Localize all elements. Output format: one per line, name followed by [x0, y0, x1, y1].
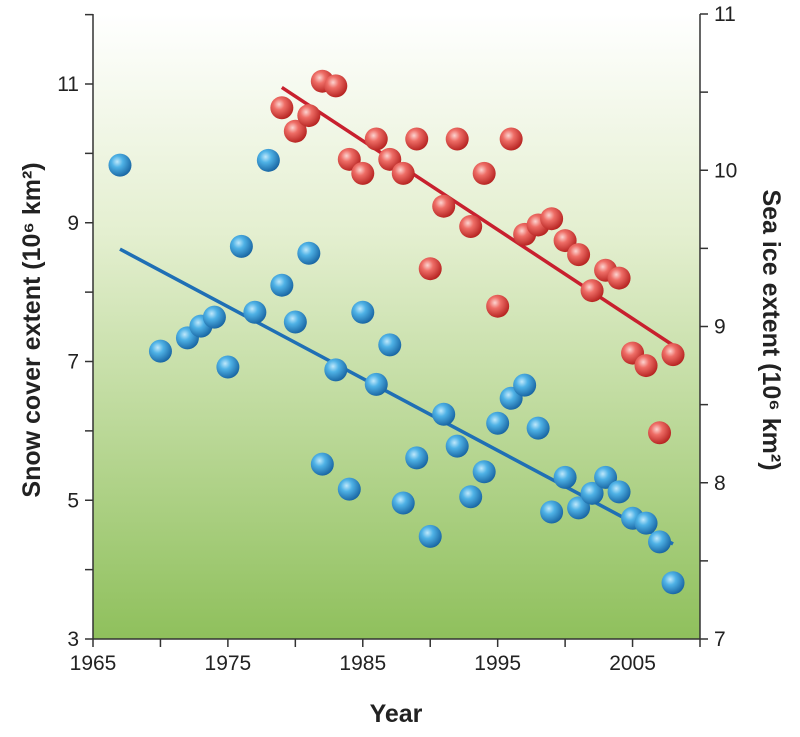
snow-cover-point	[526, 416, 550, 440]
snow-cover-point	[337, 477, 361, 501]
snow-cover-point	[553, 465, 577, 489]
x-tick-label: 1995	[474, 652, 521, 675]
right-y-tick-label: 11	[714, 3, 736, 26]
sea-ice-point	[270, 96, 294, 120]
snow-cover-point	[391, 491, 415, 515]
snow-cover-point	[445, 434, 469, 458]
sea-ice-point	[324, 74, 348, 98]
snow-cover-point	[351, 300, 375, 324]
snow-cover-point	[418, 524, 442, 548]
right-y-tick-label: 8	[714, 472, 726, 495]
sea-ice-point	[648, 421, 672, 445]
snow-cover-point	[378, 333, 402, 357]
snow-cover-point	[405, 446, 429, 470]
snow-cover-point	[513, 373, 537, 397]
sea-ice-point	[540, 207, 564, 231]
left-y-tick-label: 5	[67, 489, 79, 512]
sea-ice-point	[391, 161, 415, 185]
snow-cover-point	[607, 480, 631, 504]
left-y-tick-label: 3	[67, 628, 79, 651]
x-tick-label: 1965	[70, 652, 117, 675]
sea-ice-point	[297, 104, 321, 128]
sea-ice-point	[472, 161, 496, 185]
right-y-tick-label: 10	[714, 159, 737, 182]
snow-cover-point	[634, 511, 658, 535]
snow-cover-point	[243, 300, 267, 324]
x-tick-label: 1985	[339, 652, 386, 675]
snow-cover-point	[648, 530, 672, 554]
snow-cover-point	[432, 402, 456, 426]
snow-cover-point	[216, 355, 240, 379]
snow-cover-point	[270, 273, 294, 297]
sea-ice-point	[486, 294, 510, 318]
snow-cover-point	[256, 148, 280, 172]
right-y-tick-label: 9	[714, 316, 726, 339]
snow-cover-point	[580, 481, 604, 505]
snow-cover-point	[540, 500, 564, 524]
sea-ice-point	[364, 127, 388, 151]
sea-ice-point	[567, 243, 591, 267]
plot-background	[93, 14, 700, 639]
snow-cover-point	[486, 411, 510, 435]
sea-ice-point	[607, 266, 631, 290]
x-tick-label: 1975	[205, 652, 252, 675]
sea-ice-point	[445, 127, 469, 151]
sea-ice-point	[459, 215, 483, 238]
snow-cover-point	[310, 452, 334, 476]
left-y-tick-label: 9	[67, 212, 79, 235]
snow-cover-point	[472, 460, 496, 484]
snow-cover-point	[148, 339, 172, 363]
snow-cover-point	[229, 234, 253, 258]
sea-ice-point	[432, 194, 456, 218]
sea-ice-point	[351, 161, 375, 185]
sea-ice-point	[634, 354, 658, 378]
sea-ice-trend-line	[280, 85, 674, 347]
right-axis-title: Sea ice extent (10⁶ km²)	[757, 189, 785, 470]
snow-cover-point	[661, 571, 685, 595]
snow-cover-point	[324, 358, 348, 382]
sea-ice-point	[580, 279, 604, 303]
snow-cover-point	[567, 496, 591, 520]
sea-ice-point	[283, 119, 307, 143]
snow-cover-point	[283, 310, 307, 334]
sea-ice-point	[661, 343, 685, 367]
left-y-tick-label: 7	[67, 351, 79, 374]
x-tick-label: 2005	[609, 652, 656, 675]
snow-cover-point	[459, 485, 483, 509]
left-y-tick-label: 11	[57, 73, 79, 96]
sea-ice-point	[499, 127, 523, 151]
snow-cover-point	[108, 153, 132, 177]
sea-ice-point	[418, 257, 442, 281]
snow-cover-point	[297, 241, 321, 265]
sea-ice-point	[405, 127, 429, 151]
snow-cover-point	[364, 372, 388, 396]
right-y-tick-label: 7	[714, 628, 726, 651]
snow-cover-point	[202, 305, 226, 329]
snow-cover-point	[594, 465, 618, 489]
left-axis-title: Snow cover extent (10⁶ km²)	[18, 162, 46, 497]
x-axis-title: Year	[370, 700, 423, 728]
